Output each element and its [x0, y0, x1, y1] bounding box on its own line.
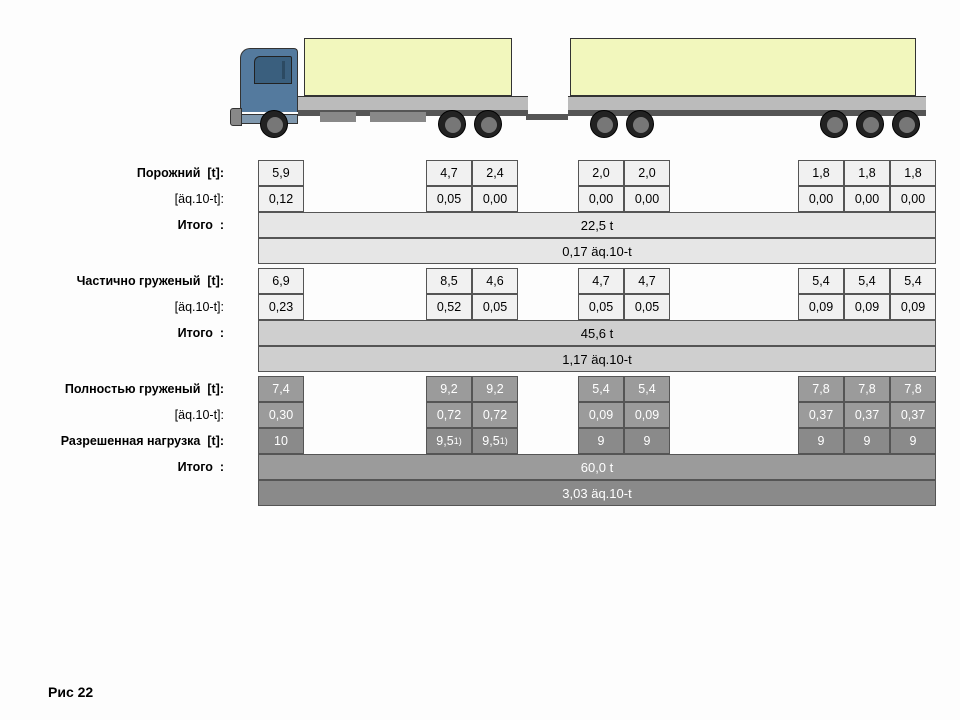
cell-B1: 8,5: [426, 268, 472, 294]
figure-caption: Рис 22: [48, 684, 93, 700]
summary-bar: 0,17 äq.10-t: [258, 238, 936, 264]
cell-B2: 0,05: [472, 294, 518, 320]
cell-A: 5,9: [258, 160, 304, 186]
truck-cab: [230, 48, 298, 118]
wheel-3: [590, 110, 618, 138]
cell-C2: 2,0: [624, 160, 670, 186]
cell-B1: 0,52: [426, 294, 472, 320]
cell-D2: 0,09: [844, 294, 890, 320]
summary-bar: 1,17 äq.10-t: [258, 346, 936, 372]
cell-D1: 7,8: [798, 376, 844, 402]
cell-B2: 4,6: [472, 268, 518, 294]
cell-C2: 5,4: [624, 376, 670, 402]
wheel-0: [260, 110, 288, 138]
cell-B2: 9,2: [472, 376, 518, 402]
cell-C1: 0,09: [578, 402, 624, 428]
section-title: Порожний: [137, 166, 201, 180]
cell-D1: 0,00: [798, 186, 844, 212]
summary-bar: 60,0 t: [258, 454, 936, 480]
cell-D2: 0,00: [844, 186, 890, 212]
cell-C1: 4,7: [578, 268, 624, 294]
cell-D3: 0,09: [890, 294, 936, 320]
wheel-6: [856, 110, 884, 138]
section-title: Полностью груженый: [65, 382, 201, 396]
cell-C2: 0,05: [624, 294, 670, 320]
cell-A: 6,9: [258, 268, 304, 294]
summary-bar: 45,6 t: [258, 320, 936, 346]
cell-C1: 0,00: [578, 186, 624, 212]
cell-C1: 0,05: [578, 294, 624, 320]
wheel-4: [626, 110, 654, 138]
cell-D3: 5,4: [890, 268, 936, 294]
cell-C1: 9: [578, 428, 624, 454]
axle-load-table: Порожний [t]:5,94,72,42,02,01,81,81,8[äq…: [30, 160, 930, 510]
cell-D1: 0,09: [798, 294, 844, 320]
cell-B2: 2,4: [472, 160, 518, 186]
cell-C2: 0,09: [624, 402, 670, 428]
cell-D1: 9: [798, 428, 844, 454]
cell-D3: 1,8: [890, 160, 936, 186]
cell-B2: 9,51): [472, 428, 518, 454]
cell-B2: 0,72: [472, 402, 518, 428]
cell-A: 7,4: [258, 376, 304, 402]
cell-B1: 4,7: [426, 160, 472, 186]
cell-A: 10: [258, 428, 304, 454]
cell-D3: 9: [890, 428, 936, 454]
cell-B1: 0,05: [426, 186, 472, 212]
cell-A: 0,12: [258, 186, 304, 212]
wheel-5: [820, 110, 848, 138]
cell-D1: 5,4: [798, 268, 844, 294]
cargo-box-2: [570, 38, 916, 96]
cell-D2: 5,4: [844, 268, 890, 294]
cell-C1: 2,0: [578, 160, 624, 186]
cell-B1: 0,72: [426, 402, 472, 428]
cell-C2: 0,00: [624, 186, 670, 212]
wheel-7: [892, 110, 920, 138]
wheel-1: [438, 110, 466, 138]
cell-D3: 0,37: [890, 402, 936, 428]
cell-C1: 5,4: [578, 376, 624, 402]
section-title: Частично груженый: [77, 274, 201, 288]
cell-D3: 0,00: [890, 186, 936, 212]
cell-C2: 9: [624, 428, 670, 454]
wheel-2: [474, 110, 502, 138]
cell-B1: 9,51): [426, 428, 472, 454]
cell-D1: 1,8: [798, 160, 844, 186]
cell-A: 0,23: [258, 294, 304, 320]
cell-B2: 0,00: [472, 186, 518, 212]
summary-bar: 22,5 t: [258, 212, 936, 238]
cell-D2: 0,37: [844, 402, 890, 428]
cargo-box-1: [304, 38, 512, 96]
cell-D2: 7,8: [844, 376, 890, 402]
cell-D2: 9: [844, 428, 890, 454]
cell-A: 0,30: [258, 402, 304, 428]
summary-bar: 3,03 äq.10-t: [258, 480, 936, 506]
cell-D1: 0,37: [798, 402, 844, 428]
cell-D2: 1,8: [844, 160, 890, 186]
truck-illustration: [230, 24, 930, 154]
cell-B1: 9,2: [426, 376, 472, 402]
cell-C2: 4,7: [624, 268, 670, 294]
cell-D3: 7,8: [890, 376, 936, 402]
